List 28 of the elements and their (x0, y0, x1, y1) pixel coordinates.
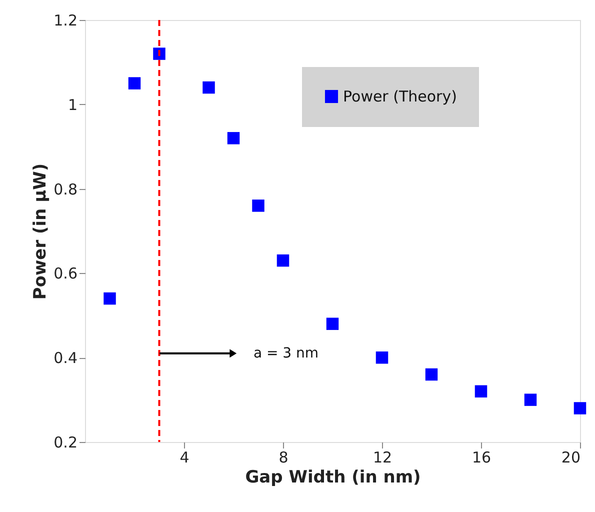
y-axis-title: Power (in μW) (30, 163, 51, 300)
annotation: a = 3 nm (253, 345, 319, 362)
y-tick-label: 0.6 (54, 264, 78, 283)
point (153, 48, 166, 60)
point (252, 200, 264, 212)
point (128, 77, 141, 90)
point (202, 81, 215, 94)
point (574, 402, 586, 414)
y-tick-label: 0.2 (54, 434, 78, 452)
y-tick-label: 1.2 (54, 12, 78, 30)
x-tick-label: 20 (561, 448, 580, 466)
y-tick-label: 1 (68, 96, 78, 114)
x-tick-label: 16 (472, 448, 492, 466)
point (227, 132, 240, 144)
legend-label: Power (Theory) (343, 88, 457, 106)
point (376, 351, 388, 364)
point (104, 292, 116, 305)
x-tick-label: 4 (180, 448, 190, 466)
x-tick-label: 12 (372, 448, 392, 466)
point (474, 385, 488, 398)
point (276, 254, 290, 267)
y-tick-label: 0.4 (54, 349, 78, 368)
point (326, 318, 339, 330)
x-tick-label: 8 (278, 448, 288, 466)
y-tick-label: 0.8 (54, 180, 78, 198)
x-axis-title: Gap Width (in nm) (245, 468, 421, 488)
point (524, 394, 537, 406)
point (425, 368, 438, 381)
